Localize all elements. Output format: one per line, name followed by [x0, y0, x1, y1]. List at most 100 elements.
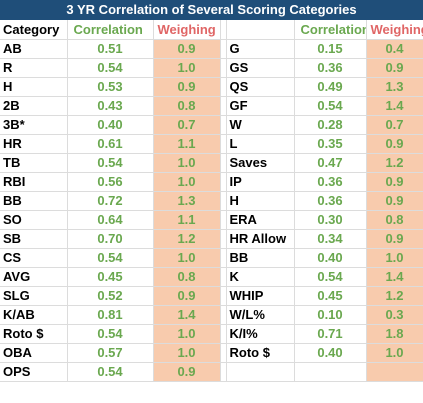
- left-weighing-cell[interactable]: 0.7: [153, 115, 221, 135]
- right-category-cell[interactable]: QS: [226, 77, 295, 97]
- left-correlation-cell[interactable]: 0.70: [67, 229, 154, 249]
- right-category-cell[interactable]: ERA: [226, 210, 295, 230]
- left-category-cell[interactable]: SB: [0, 229, 68, 249]
- right-correlation-cell[interactable]: 0.15: [294, 39, 367, 59]
- right-correlation-cell[interactable]: 0.36: [294, 172, 367, 192]
- left-correlation-cell[interactable]: 0.61: [67, 134, 154, 154]
- right-category-cell[interactable]: Roto $: [226, 343, 295, 363]
- right-weighing-cell[interactable]: 0.4: [366, 39, 423, 59]
- left-weighing-cell[interactable]: 1.0: [153, 58, 221, 78]
- left-correlation-cell[interactable]: 0.64: [67, 210, 154, 230]
- right-weighing-cell[interactable]: 1.4: [366, 96, 423, 116]
- header-category-2[interactable]: [226, 20, 295, 40]
- left-correlation-cell[interactable]: 0.54: [67, 153, 154, 173]
- left-weighing-cell[interactable]: 1.4: [153, 305, 221, 325]
- right-weighing-cell[interactable]: 0.7: [366, 115, 423, 135]
- right-correlation-cell[interactable]: [294, 362, 367, 382]
- right-category-cell[interactable]: W: [226, 115, 295, 135]
- right-weighing-cell[interactable]: 1.4: [366, 267, 423, 287]
- left-correlation-cell[interactable]: 0.54: [67, 248, 154, 268]
- left-correlation-cell[interactable]: 0.54: [67, 324, 154, 344]
- left-category-cell[interactable]: BB: [0, 191, 68, 211]
- right-correlation-cell[interactable]: 0.47: [294, 153, 367, 173]
- right-correlation-cell[interactable]: 0.35: [294, 134, 367, 154]
- right-correlation-cell[interactable]: 0.30: [294, 210, 367, 230]
- left-weighing-cell[interactable]: 1.0: [153, 153, 221, 173]
- left-correlation-cell[interactable]: 0.52: [67, 286, 154, 306]
- right-category-cell[interactable]: IP: [226, 172, 295, 192]
- left-correlation-cell[interactable]: 0.57: [67, 343, 154, 363]
- right-category-cell[interactable]: Saves: [226, 153, 295, 173]
- right-correlation-cell[interactable]: 0.10: [294, 305, 367, 325]
- left-correlation-cell[interactable]: 0.45: [67, 267, 154, 287]
- right-weighing-cell[interactable]: 0.9: [366, 172, 423, 192]
- right-weighing-cell[interactable]: 0.9: [366, 58, 423, 78]
- right-weighing-cell[interactable]: 0.9: [366, 229, 423, 249]
- left-weighing-cell[interactable]: 0.9: [153, 77, 221, 97]
- left-category-cell[interactable]: RBI: [0, 172, 68, 192]
- right-correlation-cell[interactable]: 0.34: [294, 229, 367, 249]
- right-correlation-cell[interactable]: 0.28: [294, 115, 367, 135]
- right-weighing-cell[interactable]: 1.3: [366, 77, 423, 97]
- left-category-cell[interactable]: AVG: [0, 267, 68, 287]
- left-correlation-cell[interactable]: 0.81: [67, 305, 154, 325]
- left-weighing-cell[interactable]: 0.9: [153, 362, 221, 382]
- left-category-cell[interactable]: OPS: [0, 362, 68, 382]
- left-correlation-cell[interactable]: 0.54: [67, 58, 154, 78]
- left-weighing-cell[interactable]: 0.8: [153, 267, 221, 287]
- left-category-cell[interactable]: H: [0, 77, 68, 97]
- left-category-cell[interactable]: SO: [0, 210, 68, 230]
- left-weighing-cell[interactable]: 0.9: [153, 286, 221, 306]
- right-category-cell[interactable]: G: [226, 39, 295, 59]
- right-weighing-cell[interactable]: 0.9: [366, 191, 423, 211]
- right-category-cell[interactable]: BB: [226, 248, 295, 268]
- header-weighing[interactable]: Weighing: [153, 20, 221, 40]
- right-category-cell[interactable]: K/I%: [226, 324, 295, 344]
- left-correlation-cell[interactable]: 0.72: [67, 191, 154, 211]
- left-weighing-cell[interactable]: 1.1: [153, 210, 221, 230]
- left-weighing-cell[interactable]: 1.1: [153, 134, 221, 154]
- left-weighing-cell[interactable]: 1.2: [153, 229, 221, 249]
- left-weighing-cell[interactable]: 0.9: [153, 39, 221, 59]
- left-weighing-cell[interactable]: 1.0: [153, 248, 221, 268]
- right-weighing-cell[interactable]: 1.2: [366, 153, 423, 173]
- header-correlation-2[interactable]: Correlation: [294, 20, 367, 40]
- header-weighing-2[interactable]: Weighing: [366, 20, 423, 40]
- right-weighing-cell[interactable]: 1.8: [366, 324, 423, 344]
- left-category-cell[interactable]: R: [0, 58, 68, 78]
- right-correlation-cell[interactable]: 0.36: [294, 58, 367, 78]
- right-correlation-cell[interactable]: 0.71: [294, 324, 367, 344]
- right-category-cell[interactable]: GS: [226, 58, 295, 78]
- right-weighing-cell[interactable]: 0.3: [366, 305, 423, 325]
- right-category-cell[interactable]: WHIP: [226, 286, 295, 306]
- left-category-cell[interactable]: 2B: [0, 96, 68, 116]
- right-weighing-cell[interactable]: [366, 362, 423, 382]
- left-category-cell[interactable]: SLG: [0, 286, 68, 306]
- right-category-cell[interactable]: H: [226, 191, 295, 211]
- right-weighing-cell[interactable]: 1.0: [366, 343, 423, 363]
- left-correlation-cell[interactable]: 0.53: [67, 77, 154, 97]
- right-weighing-cell[interactable]: 1.2: [366, 286, 423, 306]
- left-category-cell[interactable]: 3B*: [0, 115, 68, 135]
- right-correlation-cell[interactable]: 0.40: [294, 248, 367, 268]
- left-category-cell[interactable]: K/AB: [0, 305, 68, 325]
- left-weighing-cell[interactable]: 1.0: [153, 343, 221, 363]
- left-correlation-cell[interactable]: 0.40: [67, 115, 154, 135]
- left-category-cell[interactable]: CS: [0, 248, 68, 268]
- right-category-cell[interactable]: GF: [226, 96, 295, 116]
- right-weighing-cell[interactable]: 1.0: [366, 248, 423, 268]
- right-category-cell[interactable]: K: [226, 267, 295, 287]
- left-category-cell[interactable]: AB: [0, 39, 68, 59]
- right-correlation-cell[interactable]: 0.54: [294, 267, 367, 287]
- right-correlation-cell[interactable]: 0.40: [294, 343, 367, 363]
- right-correlation-cell[interactable]: 0.45: [294, 286, 367, 306]
- left-correlation-cell[interactable]: 0.56: [67, 172, 154, 192]
- left-category-cell[interactable]: TB: [0, 153, 68, 173]
- right-category-cell[interactable]: W/L%: [226, 305, 295, 325]
- left-correlation-cell[interactable]: 0.54: [67, 362, 154, 382]
- right-category-cell[interactable]: HR Allow: [226, 229, 295, 249]
- right-correlation-cell[interactable]: 0.36: [294, 191, 367, 211]
- right-weighing-cell[interactable]: 0.8: [366, 210, 423, 230]
- right-category-cell[interactable]: [226, 362, 295, 382]
- left-weighing-cell[interactable]: 1.3: [153, 191, 221, 211]
